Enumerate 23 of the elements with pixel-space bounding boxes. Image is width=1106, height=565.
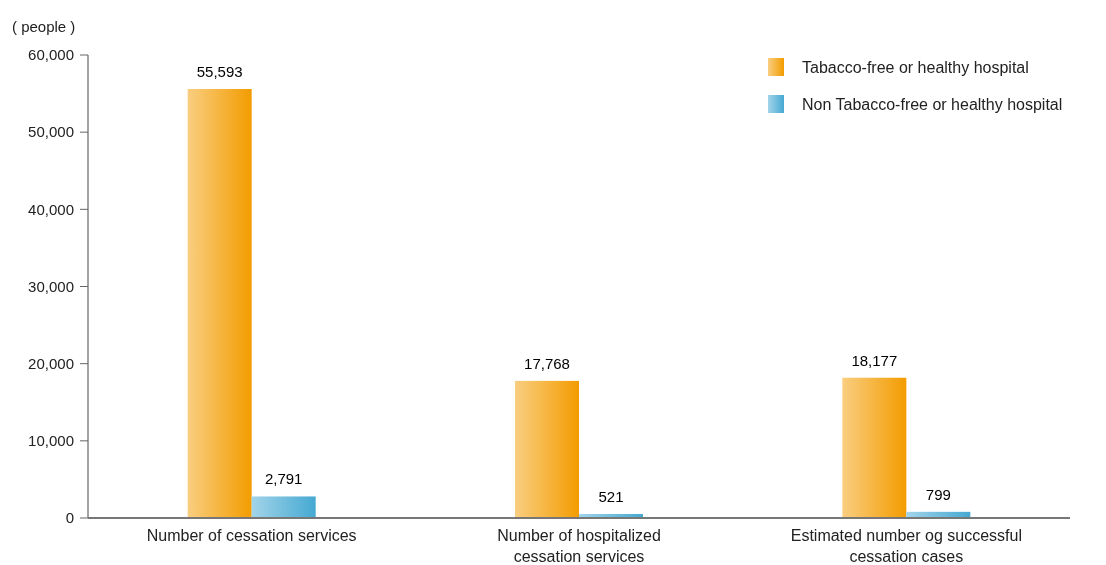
y-tick-label: 30,000 — [28, 277, 74, 295]
data-label: 521 — [598, 487, 624, 505]
y-tick-label: 10,000 — [28, 432, 74, 450]
bar — [515, 380, 579, 518]
data-label: 18,177 — [851, 351, 898, 369]
data-label: 799 — [925, 485, 951, 503]
bar — [842, 377, 907, 518]
data-label: 2,791 — [264, 470, 303, 488]
y-tick-label: 0 — [65, 509, 74, 527]
x-tick-label: Estimated number og successful cessation cases — [790, 527, 1022, 565]
bar — [251, 496, 316, 518]
y-tick-label: 40,000 — [28, 200, 74, 218]
bar — [187, 89, 252, 518]
y-tick-label: 50,000 — [28, 123, 74, 141]
data-label: 17,768 — [524, 354, 570, 372]
x-tick-label: Number of hospitalized cessation services — [497, 527, 661, 565]
legend-label: Tabacco-free or healthy hospital — [802, 58, 1029, 76]
y-tick-label: 20,000 — [28, 354, 74, 372]
y-tick-label: 60,000 — [28, 46, 74, 64]
data-label: 55,593 — [196, 63, 243, 81]
x-tick-label: Number of cessation services — [146, 527, 357, 544]
y-axis-title: ( people ) — [12, 18, 76, 35]
legend-label: Non Tabacco-free or healthy hospital — [802, 95, 1063, 113]
